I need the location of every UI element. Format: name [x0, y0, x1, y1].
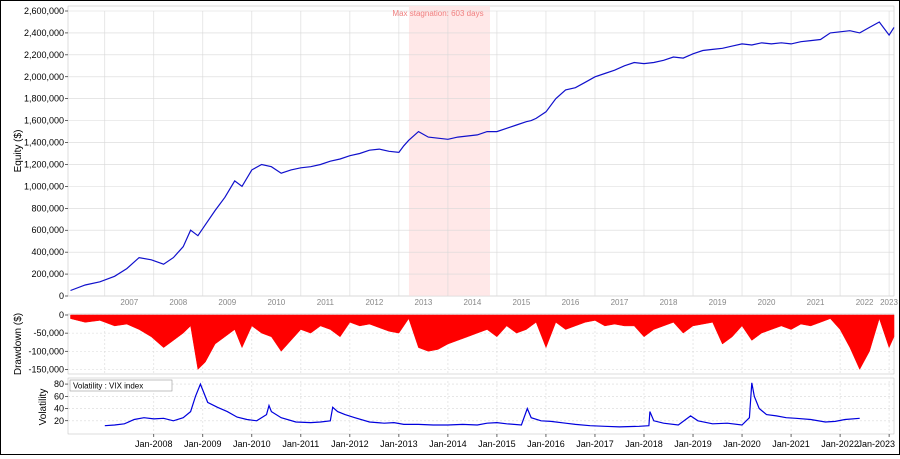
volatility-x-tick-label: Jan-2015 [478, 439, 516, 449]
year-label: 2015 [513, 298, 531, 307]
equity-y-tick-label: 200,000 [31, 269, 64, 279]
equity-y-tick-label: 2,200,000 [24, 50, 64, 60]
volatility-x-tick-label: Jan-2009 [184, 439, 222, 449]
year-label: 2011 [317, 298, 335, 307]
volatility-x-tick-label: Jan-2012 [331, 439, 369, 449]
drawdown-area-group [70, 314, 895, 370]
volatility-x-tick-label: Jan-2011 [282, 439, 319, 449]
year-label: 2007 [120, 298, 138, 307]
drawdown-y-axis-label: Drawdown ($) [13, 313, 24, 375]
equity-y-tick-label: 800,000 [31, 203, 64, 213]
vix-line [104, 382, 860, 428]
volatility-x-tick-label: Jan-2017 [576, 439, 614, 449]
year-label: 2012 [365, 298, 383, 307]
drawdown-y-tick-label: 0 [59, 310, 64, 320]
max-stagnation-annotation: Max stagnation: 603 days [392, 9, 483, 18]
year-label: 2016 [562, 298, 580, 307]
equity-y-tick-label: 0 [59, 291, 64, 301]
equity-y-tick-label: 600,000 [31, 225, 64, 235]
year-label: 2020 [758, 298, 776, 307]
year-label: 2013 [415, 298, 433, 307]
equity-y-tick-label: 2,400,000 [24, 28, 64, 38]
drawdown-y-tick-label: -100,000 [28, 346, 64, 356]
equity-y-tick-label: 1,400,000 [24, 138, 64, 148]
drawdown-y-tick-label: -150,000 [28, 364, 64, 374]
drawdown-y-ticks: 0 -50,000 -100,000 -150,000 [28, 310, 68, 374]
drawdown-panel: 0 -50,000 -100,000 -150,000 Drawdown ($) [13, 310, 895, 375]
year-label: 2018 [660, 298, 678, 307]
equity-y-tick-label: 1,600,000 [24, 116, 64, 126]
equity-y-tick-label: 2,000,000 [24, 72, 64, 82]
volatility-legend: Volatility : VIX index [73, 382, 143, 391]
equity-y-ticks: 0 200,000 400,000 600,000 800,000 1,000,000 1,… [24, 6, 68, 301]
equity-year-labels: 2007 2008 2009 2010 2011 2012 2013 2014 2015 2016… [120, 298, 898, 307]
volatility-x-tick-label: Jan-2018 [625, 439, 663, 449]
volatility-y-tick-label: 40 [54, 404, 64, 414]
volatility-x-tick-label: Jan-2010 [233, 439, 271, 449]
volatility-grid [68, 381, 894, 433]
year-label: 2019 [709, 298, 727, 307]
volatility-y-ticks: 20 40 60 80 [54, 379, 68, 426]
volatility-y-axis-label: Volatility [38, 389, 49, 426]
drawdown-area [70, 314, 895, 370]
equity-y-tick-label: 1,000,000 [24, 181, 64, 191]
volatility-x-tick-label: Jan-2022 [821, 439, 859, 449]
year-label: 2023 [880, 298, 898, 307]
volatility-x-tick-label: Jan-2021 [772, 439, 810, 449]
volatility-x-tick-label: Jan-2014 [429, 439, 467, 449]
volatility-x-tick-label: Jan-2016 [527, 439, 565, 449]
year-label: 2021 [807, 298, 825, 307]
equity-curve [70, 21, 895, 292]
drawdown-y-tick-label: -50,000 [33, 328, 64, 338]
year-label: 2010 [267, 298, 285, 307]
equity-panel: 0 200,000 400,000 600,000 800,000 1,000,000 1,… [13, 5, 898, 307]
volatility-x-tick-label: Jan-2008 [135, 439, 173, 449]
volatility-panel: 20 40 60 80 Jan-2008 Jan-2009 Jan-2010 Jan-201… [38, 377, 895, 449]
volatility-y-tick-label: 80 [54, 379, 64, 389]
volatility-x-tick-label: Jan-2023 [857, 439, 895, 449]
year-label: 2014 [464, 298, 482, 307]
max-stagnation-region [408, 6, 490, 296]
year-label: 2017 [611, 298, 629, 307]
volatility-x-tick-label: Jan-2020 [723, 439, 761, 449]
volatility-y-tick-label: 60 [54, 391, 64, 401]
equity-y-tick-label: 1,200,000 [24, 159, 64, 169]
equity-y-tick-label: 2,600,000 [24, 6, 64, 16]
year-label: 2022 [856, 298, 874, 307]
year-label: 2009 [218, 298, 236, 307]
equity-grid [68, 10, 894, 297]
equity-curve-group [70, 21, 895, 292]
volatility-x-tick-label: Jan-2013 [380, 439, 418, 449]
equity-y-tick-label: 400,000 [31, 247, 64, 257]
volatility-y-tick-label: 20 [54, 416, 64, 426]
equity-y-tick-label: 1,800,000 [24, 94, 64, 104]
volatility-x-ticks: Jan-2008 Jan-2009 Jan-2010 Jan-2011 Jan-2012… [135, 434, 895, 449]
volatility-legend-box [69, 379, 173, 392]
volatility-x-tick-label: Jan-2019 [674, 439, 712, 449]
volatility-line-group [104, 382, 860, 428]
year-label: 2008 [169, 298, 187, 307]
equity-y-axis-label: Equity ($) [13, 130, 24, 173]
